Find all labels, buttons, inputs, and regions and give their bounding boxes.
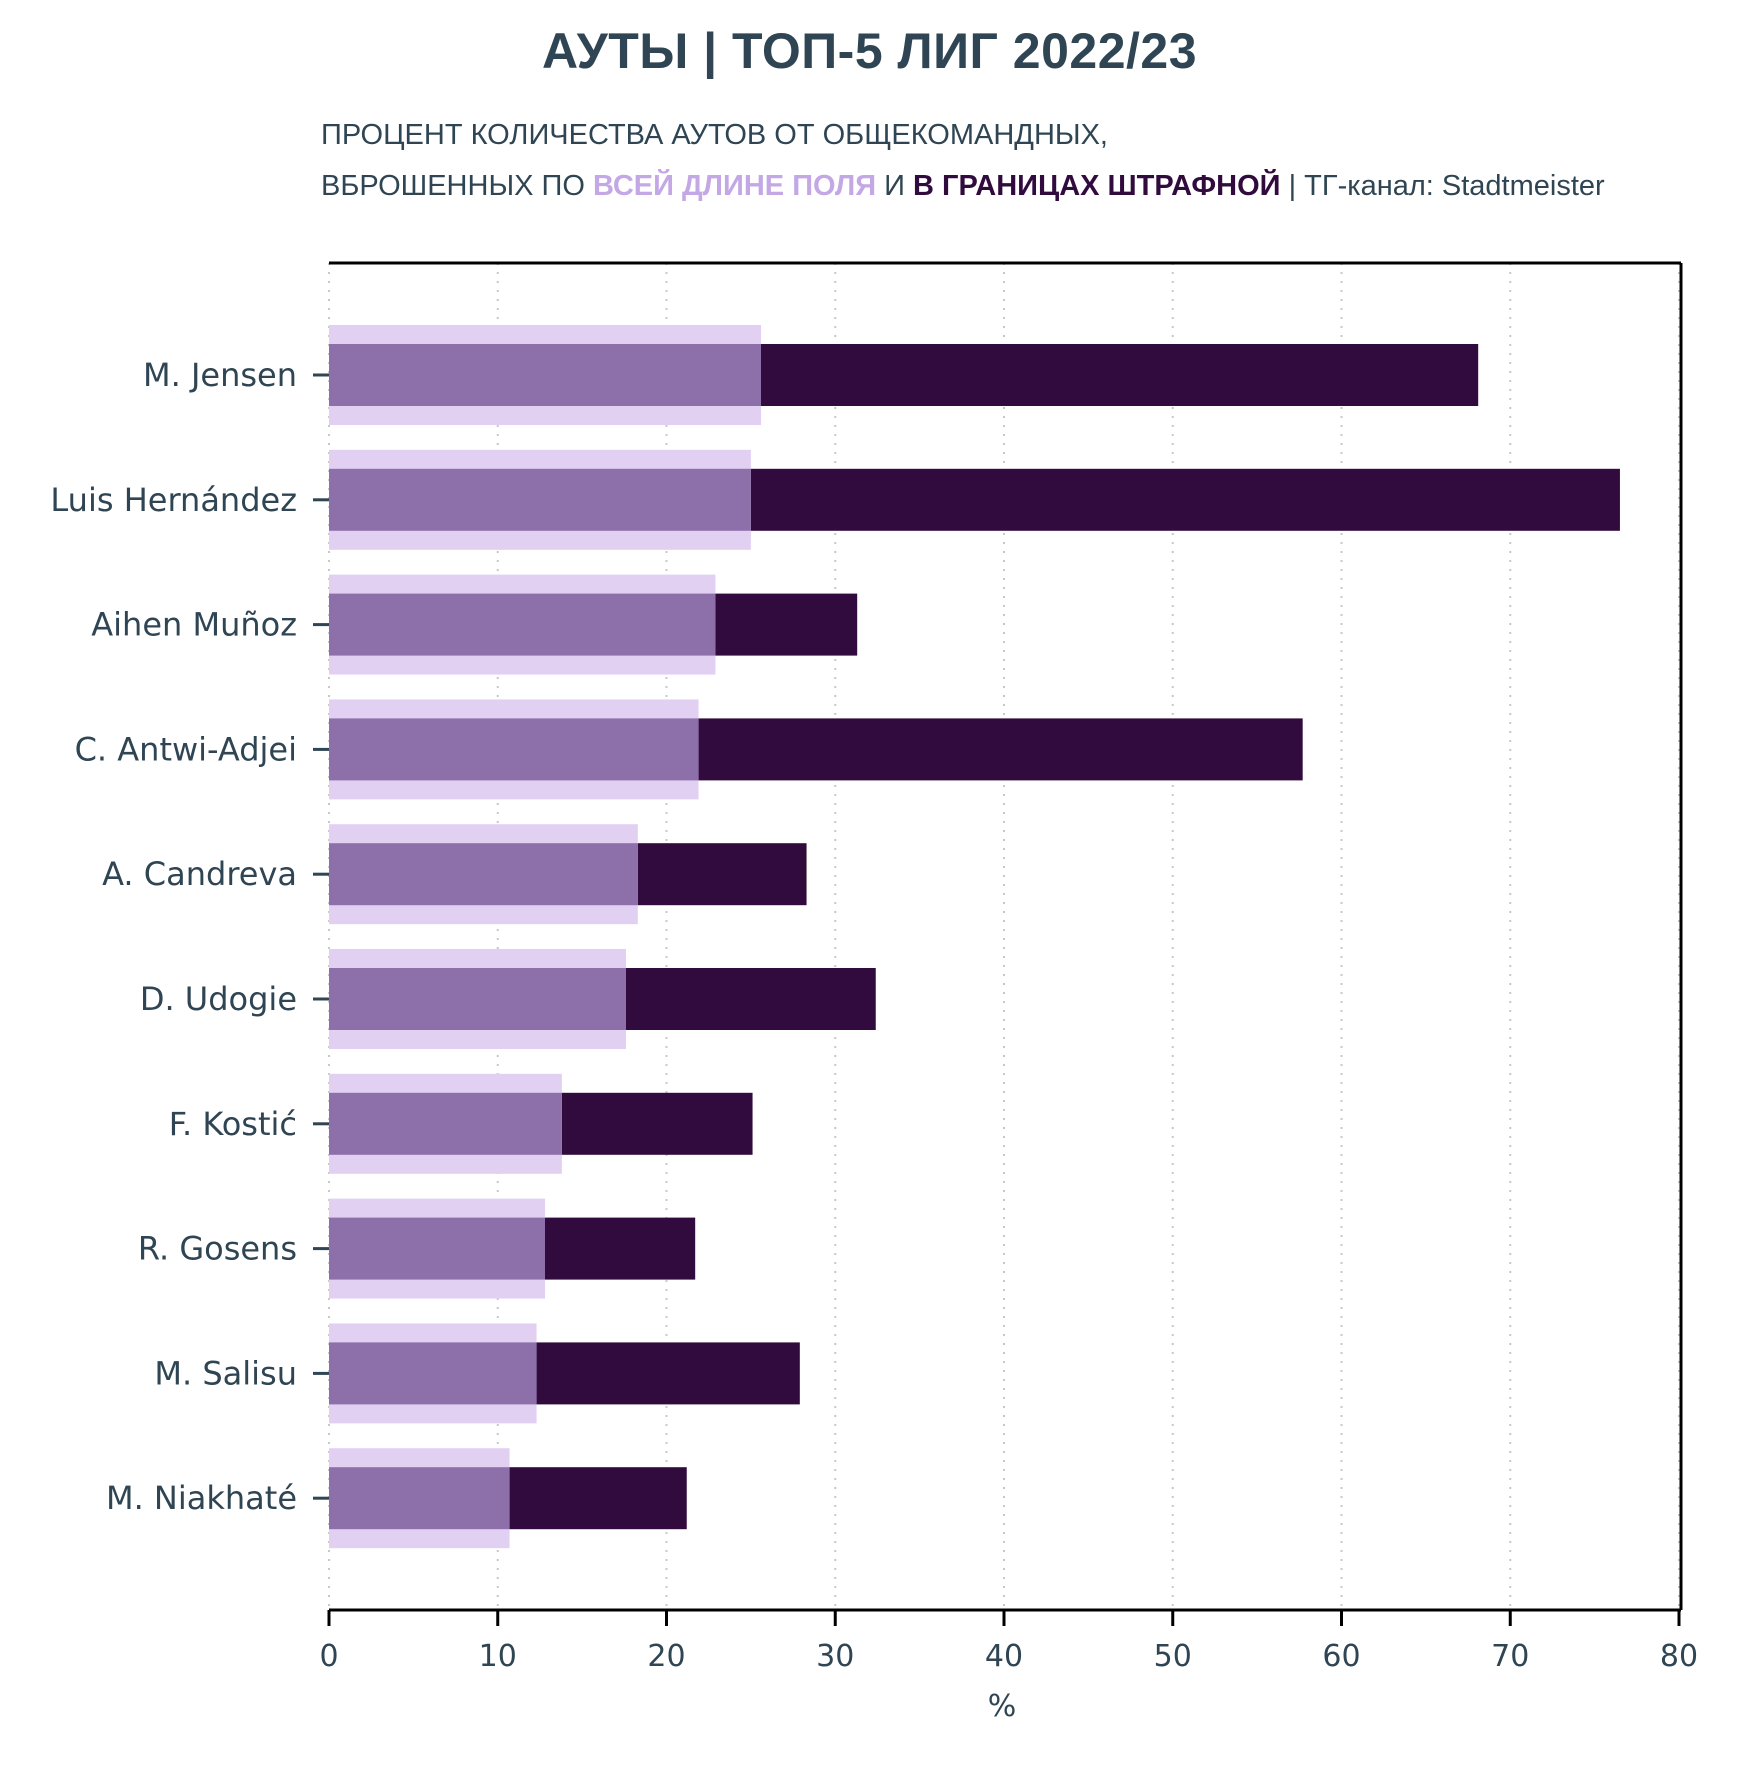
chart-title: АУТЫ | ТОП-5 ЛИГ 2022/23 — [541, 23, 1198, 79]
y-tick-label-4: A. Candreva — [102, 855, 297, 893]
y-tick-label-9: M. Niakhaté — [106, 1479, 297, 1517]
x-axis: 0 10 20 30 40 50 60 70 80 — [319, 1610, 1698, 1674]
y-tick-label-2: Aihen Muñoz — [91, 606, 297, 644]
y-tick-label-6: F. Kostić — [169, 1105, 297, 1143]
bar-overlap-7 — [329, 1217, 545, 1280]
x-tick-label-60: 60 — [1322, 1639, 1360, 1674]
y-tick-label-0: M. Jensen — [143, 356, 297, 394]
y-tick-label-1: Luis Hernández — [50, 481, 297, 519]
x-tick-label-50: 50 — [1154, 1639, 1192, 1674]
x-tick-label-40: 40 — [985, 1639, 1023, 1674]
y-axis: M. Jensen Luis Hernández Aihen Muñoz C. Ant… — [50, 356, 329, 1517]
bar-overlap-2 — [329, 593, 716, 656]
bar-overlap-1 — [329, 468, 751, 531]
x-axis-label: % — [988, 1689, 1017, 1724]
y-tick-label-8: M. Salisu — [154, 1354, 297, 1392]
bars — [329, 325, 1620, 1549]
x-tick-label-10: 10 — [479, 1639, 517, 1674]
bar-overlap-8 — [329, 1342, 537, 1405]
subtitle-suffix: | ТГ-канал: Stadtmeister — [1280, 170, 1605, 202]
bar-overlap-9 — [329, 1467, 510, 1530]
subtitle-prefix: ВБРОШЕННЫХ ПО — [321, 170, 593, 202]
bar-overlap-4 — [329, 843, 638, 906]
bar-overlap-6 — [329, 1092, 562, 1155]
y-tick-label-5: D. Udogie — [140, 980, 297, 1018]
subtitle-highlight-penalty-box: В ГРАНИЦАХ ШТРАФНОЙ — [913, 170, 1281, 202]
y-tick-label-7: R. Gosens — [138, 1230, 297, 1268]
subtitle-highlight-full-length: ВСЕЙ ДЛИНЕ ПОЛЯ — [592, 170, 877, 202]
bar-overlap-5 — [329, 968, 626, 1030]
bar-overlap-3 — [329, 718, 699, 781]
subtitle-conjunction: И — [876, 170, 914, 202]
subtitle-line-2: ВБРОШЕННЫХ ПО ВСЕЙ ДЛИНЕ ПОЛЯ И В ГРАНИЦ… — [321, 170, 1605, 203]
x-tick-label-0: 0 — [319, 1639, 338, 1674]
bar-overlap-0 — [329, 344, 761, 406]
x-tick-label-20: 20 — [647, 1639, 685, 1674]
subtitle-line-1: ПРОЦЕНТ КОЛИЧЕСТВА АУТОВ ОТ ОБЩЕКОМАНДНЫ… — [321, 119, 1108, 151]
x-tick-label-80: 80 — [1660, 1639, 1698, 1674]
y-tick-label-3: C. Antwi-Adjei — [75, 730, 297, 768]
x-tick-label-30: 30 — [816, 1639, 854, 1674]
x-tick-label-70: 70 — [1491, 1639, 1529, 1674]
